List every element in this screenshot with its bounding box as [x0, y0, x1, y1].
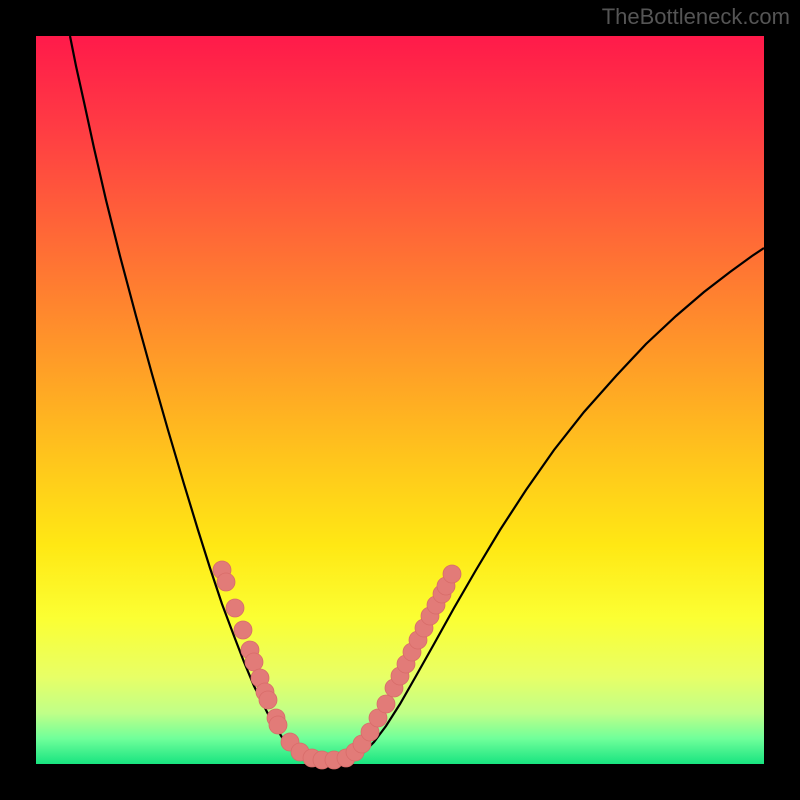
watermark-text: TheBottleneck.com — [602, 4, 790, 30]
bottleneck-chart — [0, 0, 800, 800]
marker-dot — [234, 621, 252, 639]
marker-dot — [226, 599, 244, 617]
marker-dot — [245, 653, 263, 671]
gradient-background — [36, 36, 764, 764]
plot-area — [0, 0, 800, 800]
marker-dot — [269, 716, 287, 734]
chart-frame: TheBottleneck.com — [0, 0, 800, 800]
marker-dot — [443, 565, 461, 583]
marker-dot — [377, 695, 395, 713]
marker-dot — [217, 573, 235, 591]
marker-dot — [259, 691, 277, 709]
